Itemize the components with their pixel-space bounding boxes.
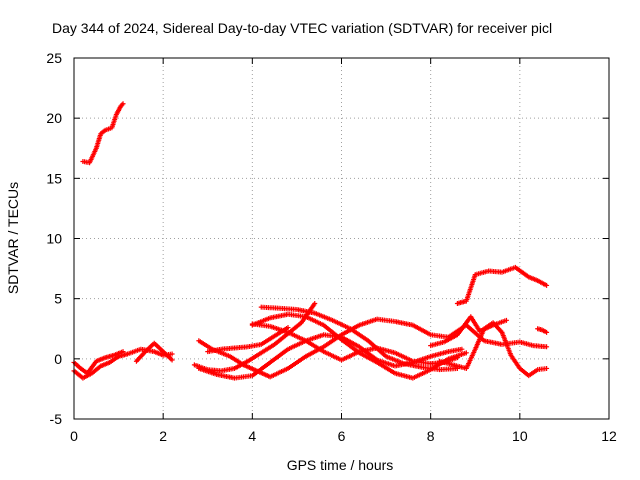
data-point [503, 317, 509, 323]
series-s12 [454, 264, 550, 306]
series-s4 [133, 340, 175, 364]
data-point [544, 365, 550, 371]
series-s11 [205, 325, 291, 355]
data-point [120, 101, 126, 107]
y-tick-label: -5 [50, 411, 63, 427]
x-tick-label: 12 [601, 428, 617, 444]
data-point [459, 346, 465, 352]
data-point [544, 282, 550, 288]
data-point [544, 344, 550, 350]
data-marks [71, 101, 550, 381]
x-tick-label: 10 [512, 428, 528, 444]
x-axis-label: GPS time / hours [287, 457, 394, 473]
grid-layer [74, 58, 609, 419]
x-tick-label: 6 [338, 428, 346, 444]
data-point [463, 350, 469, 356]
series-s9 [249, 321, 460, 367]
y-axis-label: SDTVAR / TECUs [5, 182, 21, 294]
y-tick-label: 5 [54, 291, 62, 307]
series-s14 [428, 314, 509, 349]
axis-ticks: 0 2 4 6 8 10 12 -5 0 5 10 15 20 25 [46, 50, 617, 444]
series-s15 [535, 326, 550, 335]
y-tick-label: 0 [54, 351, 62, 367]
y-tick-label: 25 [46, 50, 62, 66]
data-point [169, 351, 175, 357]
data-point [169, 357, 175, 363]
y-tick-label: 15 [46, 170, 62, 186]
x-tick-label: 2 [159, 428, 167, 444]
x-tick-label: 4 [248, 428, 256, 444]
series-s3 [71, 349, 126, 376]
x-tick-label: 0 [70, 428, 78, 444]
y-tick-label: 20 [46, 110, 62, 126]
data-point [544, 329, 550, 335]
data-point [120, 349, 126, 355]
series-s10 [191, 300, 318, 374]
data-point [454, 355, 460, 361]
chart-title: Day 344 of 2024, Sidereal Day-to-day VTE… [52, 20, 552, 36]
data-point [312, 300, 318, 306]
data-point [285, 325, 291, 331]
series-s1 [80, 101, 126, 166]
y-tick-label: 10 [46, 231, 62, 247]
x-tick-label: 8 [427, 428, 435, 444]
